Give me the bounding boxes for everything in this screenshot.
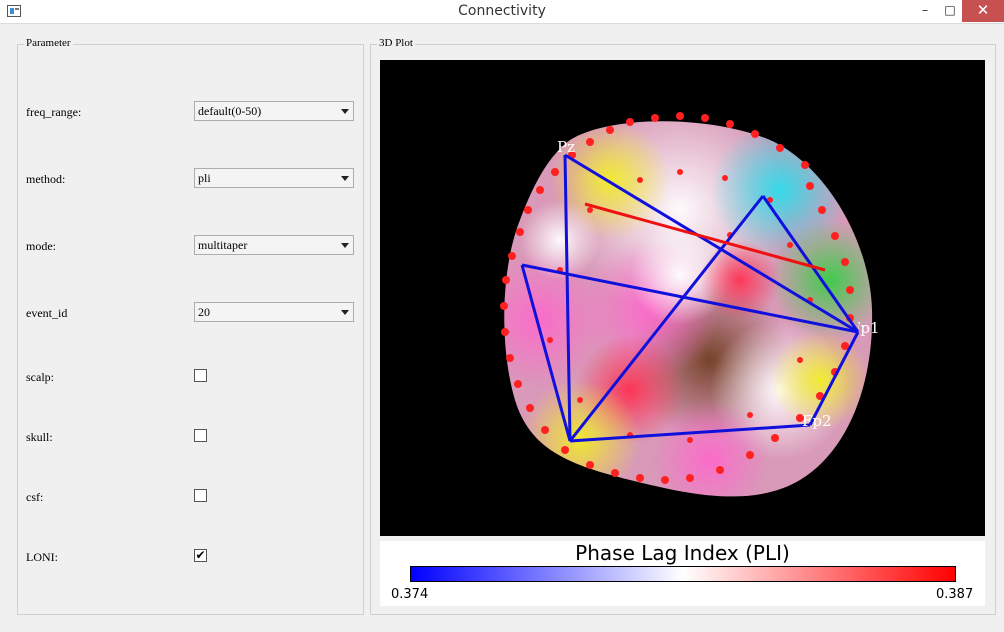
legend-title: Phase Lag Index (PLI) bbox=[575, 541, 790, 565]
parameter-group-title: Parameter bbox=[24, 37, 73, 49]
chevron-down-icon bbox=[341, 243, 349, 248]
mode-select[interactable]: multitaper bbox=[194, 235, 354, 255]
app-icon bbox=[7, 5, 21, 17]
connectivity-lines bbox=[520, 153, 860, 443]
skull-checkbox[interactable] bbox=[194, 429, 207, 442]
parameter-group: Parameter bbox=[17, 37, 364, 615]
colorbar-legend: Phase Lag Index (PLI) 0.374 0.387 bbox=[380, 541, 985, 606]
csf-label: csf: bbox=[26, 490, 44, 504]
plot-group: 3D Plot bbox=[370, 37, 996, 615]
brain-connectivity-render: Pz Fp1 Fp2 bbox=[500, 112, 985, 497]
legend-max-value: 0.387 bbox=[936, 587, 974, 602]
electrode-label-fp2: Fp2 bbox=[802, 412, 832, 430]
mode-label: mode: bbox=[26, 239, 56, 253]
close-button[interactable]: ✕ bbox=[962, 0, 1004, 22]
chevron-down-icon bbox=[341, 109, 349, 114]
maximize-button[interactable]: □ bbox=[944, 3, 956, 17]
freq-range-label: freq_range: bbox=[26, 105, 82, 119]
connectivity-line-strong bbox=[584, 202, 826, 272]
plot-group-title: 3D Plot bbox=[377, 37, 415, 49]
chevron-down-icon bbox=[341, 310, 349, 315]
csf-checkbox[interactable] bbox=[194, 489, 207, 502]
minimize-button[interactable]: – bbox=[922, 3, 928, 17]
mode-value: multitaper bbox=[198, 238, 248, 252]
3d-plot-canvas[interactable]: Pz Fp1 Fp2 bbox=[380, 60, 985, 536]
method-select[interactable]: pli bbox=[194, 168, 354, 188]
scalp-label: scalp: bbox=[26, 370, 54, 384]
chevron-down-icon bbox=[341, 176, 349, 181]
event-id-label: event_id bbox=[26, 306, 68, 320]
event-id-value: 20 bbox=[198, 305, 210, 319]
loni-label: LONI: bbox=[26, 550, 58, 564]
method-label: method: bbox=[26, 172, 66, 186]
method-value: pli bbox=[198, 171, 211, 185]
scalp-checkbox[interactable] bbox=[194, 369, 207, 382]
freq-range-select[interactable]: default(0-50) bbox=[194, 101, 354, 121]
loni-checkbox[interactable]: ✔ bbox=[194, 548, 207, 562]
title-bar: Connectivity – □ ✕ bbox=[0, 0, 1004, 24]
skull-label: skull: bbox=[26, 430, 53, 444]
electrode-label-pz: Pz bbox=[557, 138, 575, 156]
brain-texture bbox=[504, 121, 873, 497]
legend-min-value: 0.374 bbox=[391, 587, 429, 602]
window-title: Connectivity bbox=[458, 3, 546, 19]
colorbar bbox=[410, 566, 956, 582]
event-id-select[interactable]: 20 bbox=[194, 302, 354, 322]
freq-range-value: default(0-50) bbox=[198, 104, 262, 118]
